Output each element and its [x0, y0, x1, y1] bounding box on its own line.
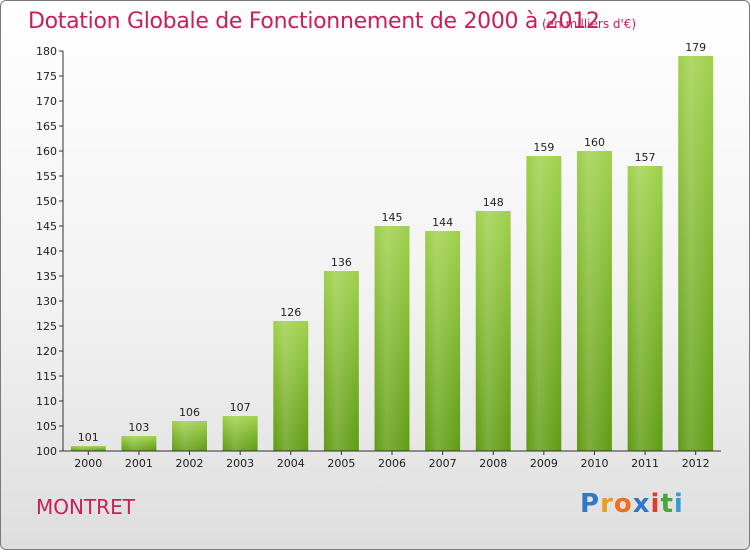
logo-letter: P — [580, 489, 601, 519]
x-tick-label: 2012 — [682, 457, 710, 470]
x-tick-label: 2005 — [327, 457, 355, 470]
bar-highlight — [627, 166, 663, 451]
data-label: 179 — [685, 41, 706, 54]
y-tick-label: 135 — [36, 270, 57, 283]
bar-highlight — [425, 231, 461, 451]
y-tick-label: 145 — [36, 220, 57, 233]
x-tick-label: 2000 — [74, 457, 102, 470]
x-tick-label: 2001 — [125, 457, 153, 470]
data-label: 160 — [584, 136, 605, 149]
x-tick-label: 2006 — [378, 457, 406, 470]
y-tick-label: 150 — [36, 195, 57, 208]
y-tick-label: 105 — [36, 420, 57, 433]
bar-highlight — [70, 446, 106, 451]
logo-letter: r — [600, 489, 614, 519]
logo-letter: i — [673, 489, 684, 519]
y-tick-label: 140 — [36, 245, 57, 258]
x-axis: 2000 2001 2002 2003 2004 2005 2006 2007 2008 2009… — [63, 450, 721, 470]
bar-highlight — [576, 151, 612, 451]
bar-highlight — [475, 211, 511, 451]
bar-highlight — [374, 226, 410, 451]
data-label: 148 — [483, 196, 504, 209]
bars: 101 103 106 107 126 136 145 144 148 159 160 157 179 — [70, 41, 714, 451]
x-tick-label: 2003 — [226, 457, 254, 470]
x-tick-label: 2011 — [631, 457, 659, 470]
bar-highlight — [121, 436, 157, 451]
y-axis: 100 105 110 115 120 125 130 135 140 145 150 155 160 1… — [36, 45, 64, 458]
x-tick-label: 2009 — [530, 457, 558, 470]
x-tick-label: 2008 — [479, 457, 507, 470]
bar-highlight — [222, 416, 258, 451]
data-label: 145 — [382, 211, 403, 224]
bar-highlight — [273, 321, 309, 451]
logo-letter: o — [613, 489, 633, 519]
y-tick-label: 115 — [36, 370, 57, 383]
y-tick-label: 155 — [36, 170, 57, 183]
chart-unit: (en milliers d'€) — [542, 17, 637, 31]
data-label: 136 — [331, 256, 352, 269]
logo-letter: i — [650, 489, 661, 519]
y-tick-label: 110 — [36, 395, 57, 408]
logo-letter: t — [660, 489, 674, 519]
y-tick-label: 100 — [36, 445, 57, 458]
data-label: 157 — [635, 151, 656, 164]
x-tick-label: 2007 — [429, 457, 457, 470]
bar-highlight — [678, 56, 714, 451]
chart-title: Dotation Globale de Fonctionnement de 20… — [28, 9, 600, 34]
commune-name: MONTRET — [36, 495, 135, 519]
y-tick-label: 125 — [36, 320, 57, 333]
y-tick-label: 170 — [36, 95, 57, 108]
y-tick-label: 180 — [36, 45, 57, 58]
y-tick-label: 165 — [36, 120, 57, 133]
bar-highlight — [526, 156, 562, 451]
proxiti-logo[interactable]: Proxiti — [580, 489, 684, 519]
data-label: 144 — [432, 216, 453, 229]
data-label: 107 — [230, 401, 251, 414]
logo-letter: x — [632, 489, 651, 519]
data-label: 106 — [179, 406, 200, 419]
data-label: 159 — [533, 141, 554, 154]
x-tick-label: 2010 — [580, 457, 608, 470]
x-tick-label: 2002 — [176, 457, 204, 470]
x-tick-label: 2004 — [277, 457, 305, 470]
bar-highlight — [172, 421, 208, 451]
data-label: 101 — [78, 431, 99, 444]
y-tick-label: 120 — [36, 345, 57, 358]
data-label: 126 — [280, 306, 301, 319]
y-tick-label: 175 — [36, 70, 57, 83]
y-tick-label: 130 — [36, 295, 57, 308]
y-tick-label: 160 — [36, 145, 57, 158]
bar-highlight — [323, 271, 359, 451]
data-label: 103 — [128, 421, 149, 434]
